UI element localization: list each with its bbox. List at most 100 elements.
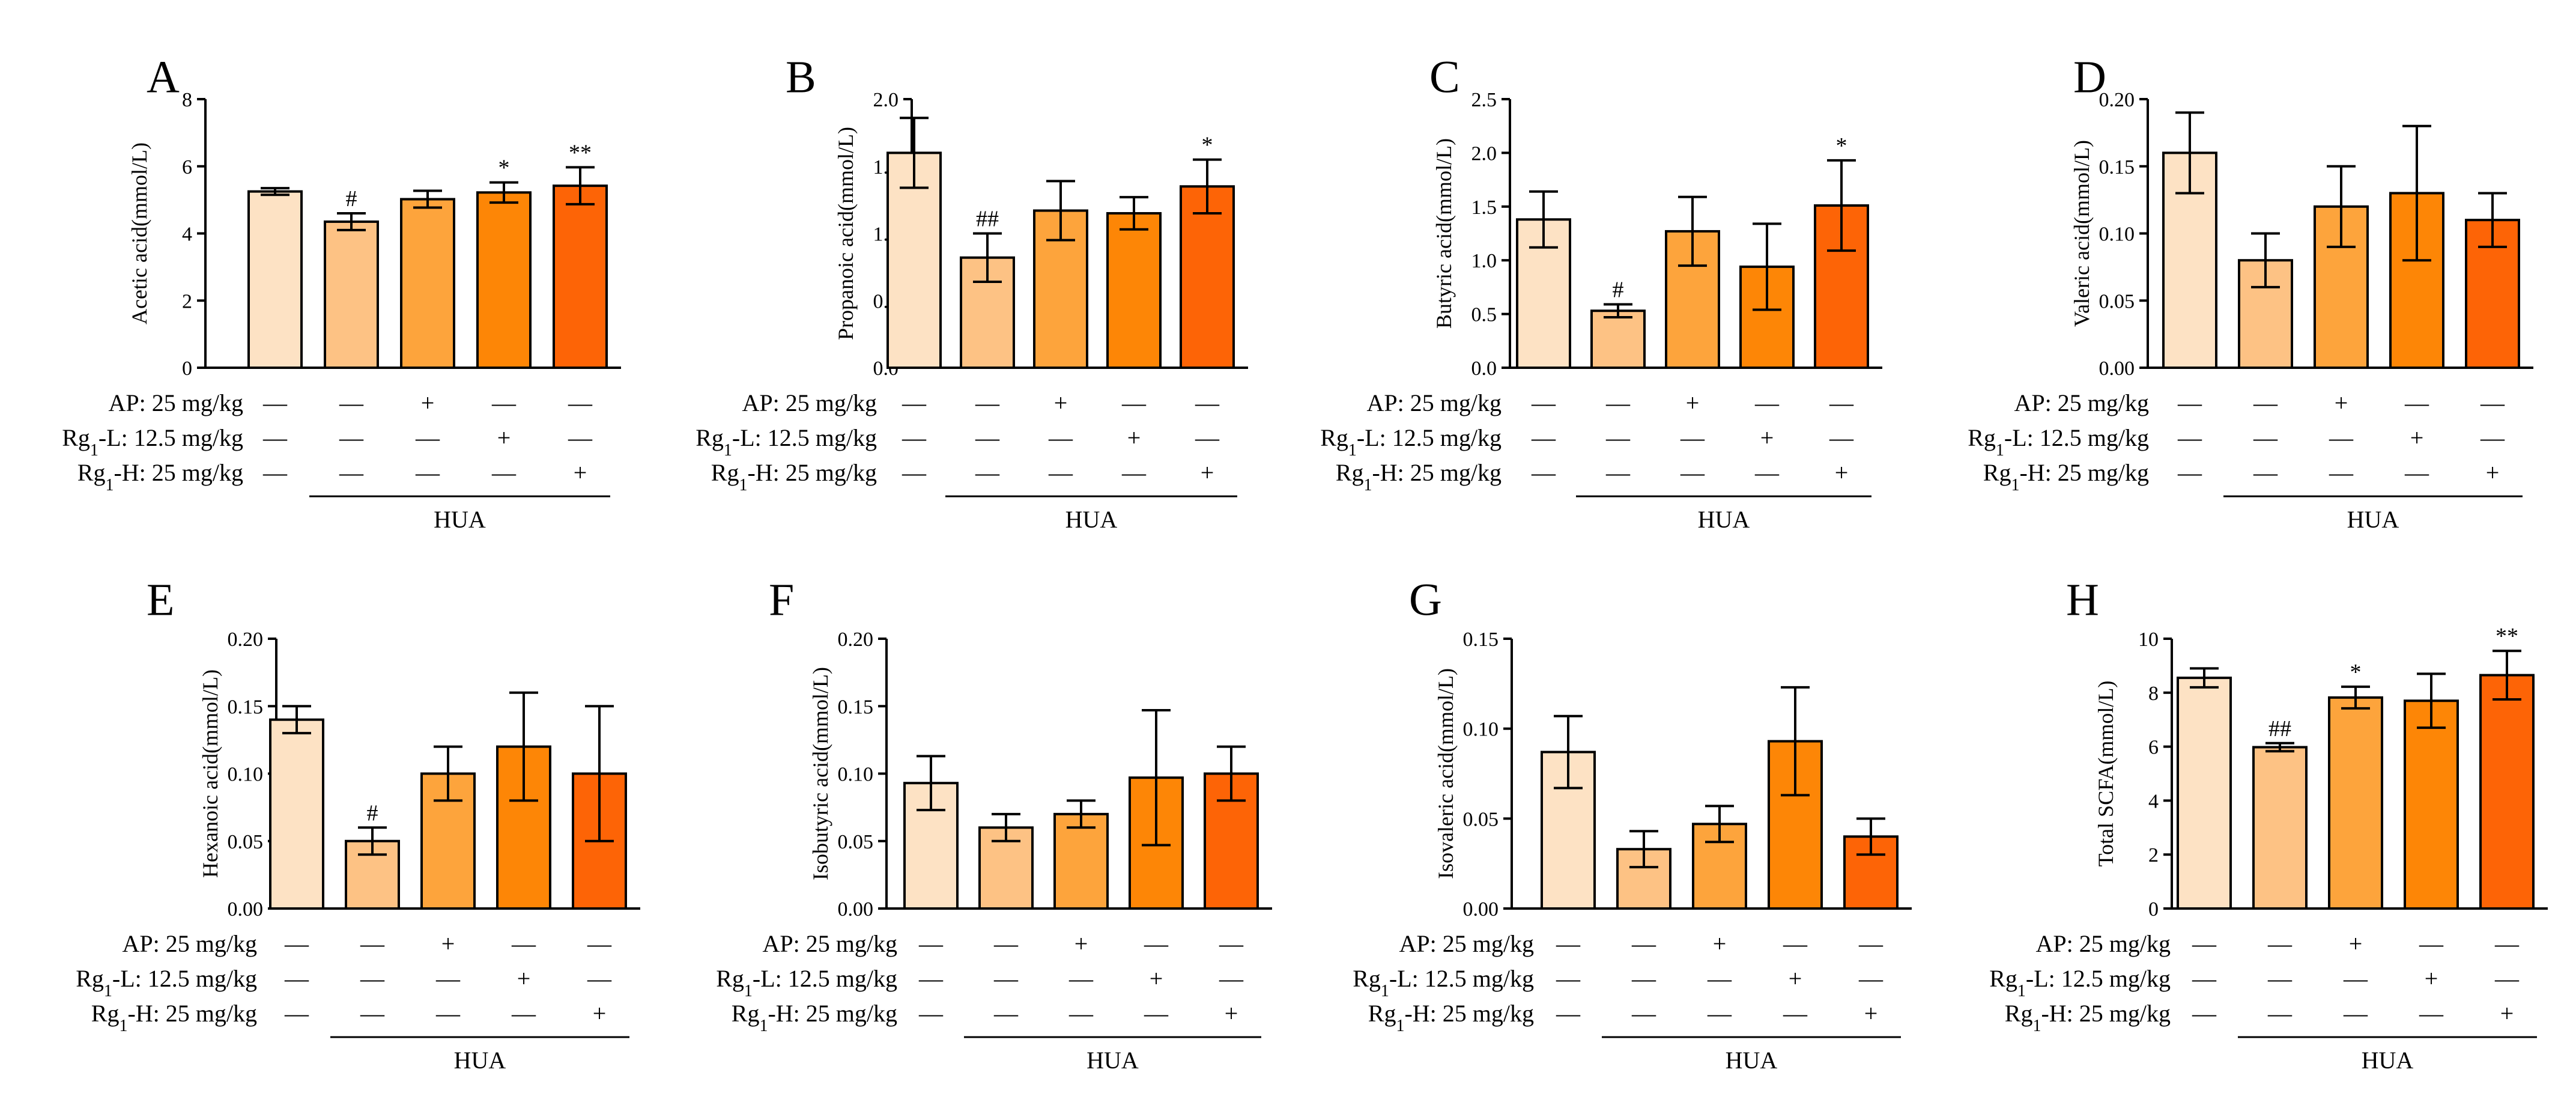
y-tick-label: 0.00 bbox=[1463, 898, 1499, 921]
treatment-sign: — bbox=[262, 424, 288, 451]
bar bbox=[420, 772, 476, 910]
bar bbox=[400, 198, 455, 369]
treatment-sign: + bbox=[2486, 459, 2500, 486]
treatment-sign: — bbox=[2329, 424, 2354, 451]
treatment-label: Rg1-L: 12.5 mg/kg bbox=[716, 965, 897, 1000]
treatment-sign: — bbox=[1631, 965, 1656, 992]
y-tick-label: 0.0 bbox=[1471, 358, 1497, 380]
treatment-sign: — bbox=[1754, 459, 1780, 486]
panel-letter: B bbox=[786, 52, 816, 103]
hua-label: HUA bbox=[2347, 506, 2399, 533]
treatment-sign: — bbox=[918, 1000, 944, 1027]
treatment-sign: — bbox=[1219, 965, 1244, 992]
treatment-sign: — bbox=[1121, 389, 1147, 416]
treatment-sign: + bbox=[1835, 459, 1849, 486]
significance-mark: # bbox=[1613, 278, 1624, 303]
y-tick-label: 0.15 bbox=[2099, 156, 2135, 178]
treatment-label: Rg1-L: 12.5 mg/kg bbox=[696, 424, 877, 460]
treatment-sign: — bbox=[568, 424, 593, 451]
treatment-sign: — bbox=[511, 1000, 536, 1027]
panel-letter: F bbox=[769, 575, 794, 626]
y-tick-label: 0.20 bbox=[228, 629, 264, 651]
treatment-sign: — bbox=[2192, 1000, 2217, 1027]
treatment-sign: — bbox=[1605, 389, 1631, 416]
treatment-label: Rg1-H: 25 mg/kg bbox=[2005, 1000, 2171, 1035]
treatment-sign: — bbox=[1531, 459, 1556, 486]
treatment-sign: — bbox=[1556, 930, 1581, 957]
treatment-sign: — bbox=[284, 1000, 309, 1027]
treatment-sign: + bbox=[1054, 389, 1068, 416]
treatment-sign: — bbox=[284, 930, 309, 957]
treatment-sign: — bbox=[1144, 1000, 1169, 1027]
treatment-sign: — bbox=[2480, 389, 2505, 416]
treatment-sign: — bbox=[435, 965, 461, 992]
y-tick-label: 0.15 bbox=[1463, 629, 1499, 651]
bar bbox=[324, 220, 379, 369]
y-axis-title: Total SCFA(mmol/L) bbox=[2094, 681, 2118, 867]
treatment-sign: — bbox=[1048, 424, 1073, 451]
treatment-label: Rg1-L: 12.5 mg/kg bbox=[1989, 965, 2171, 1000]
treatment-sign: — bbox=[902, 424, 927, 451]
y-tick-label: 2 bbox=[182, 290, 192, 312]
treatment-sign: — bbox=[262, 389, 288, 416]
treatment-sign: — bbox=[2404, 459, 2429, 486]
treatment-sign: — bbox=[2494, 930, 2520, 957]
y-tick-label: 4 bbox=[2148, 790, 2159, 812]
treatment-sign: — bbox=[491, 389, 517, 416]
panel-letter: H bbox=[2066, 575, 2099, 626]
treatment-label: AP: 25 mg/kg bbox=[2036, 930, 2171, 957]
treatment-sign: — bbox=[2267, 930, 2293, 957]
y-axis-title: Hexanoic acid(mmol/L) bbox=[198, 669, 222, 878]
treatment-sign: + bbox=[1201, 459, 1214, 486]
y-tick-label: 0.00 bbox=[838, 898, 874, 921]
y-tick-label: 4 bbox=[182, 224, 192, 246]
treatment-sign: + bbox=[1789, 965, 1802, 992]
bar bbox=[2252, 746, 2308, 910]
y-tick-label: 2.0 bbox=[1471, 142, 1497, 165]
hua-label: HUA bbox=[2362, 1047, 2414, 1074]
treatment-sign: — bbox=[587, 930, 612, 957]
treatment-sign: — bbox=[1605, 424, 1631, 451]
treatment-label: AP: 25 mg/kg bbox=[763, 930, 897, 957]
treatment-sign: — bbox=[339, 389, 364, 416]
hua-label: HUA bbox=[1086, 1047, 1139, 1074]
bar bbox=[1843, 835, 1899, 910]
treatment-sign: — bbox=[1858, 930, 1884, 957]
treatment-sign: — bbox=[1680, 459, 1705, 486]
treatment-sign: + bbox=[2410, 424, 2424, 451]
treatment-sign: — bbox=[415, 459, 440, 486]
panel-f: F 0.00 0.05 0.10 0.15 0.20 Isobutyric acid(mmo… bbox=[716, 575, 1272, 1074]
y-axis-title: Isobutyric acid(mmol/L) bbox=[808, 667, 832, 880]
treatment-label: Rg1-H: 25 mg/kg bbox=[732, 1000, 897, 1035]
y-tick-label: 0.20 bbox=[2099, 89, 2135, 111]
treatment-sign: — bbox=[360, 965, 385, 992]
treatment-sign: — bbox=[2192, 965, 2217, 992]
hua-label: HUA bbox=[1065, 506, 1118, 533]
panel-letter: A bbox=[147, 52, 180, 103]
treatment-label: AP: 25 mg/kg bbox=[1399, 930, 1534, 957]
y-tick-label: 0.05 bbox=[838, 831, 874, 853]
treatment-sign: — bbox=[1783, 930, 1808, 957]
treatment-label: AP: 25 mg/kg bbox=[1367, 389, 1502, 416]
treatment-sign: — bbox=[491, 459, 517, 486]
treatment-sign: — bbox=[587, 965, 612, 992]
y-tick-label: 0.05 bbox=[1463, 808, 1499, 830]
bar bbox=[247, 190, 303, 369]
treatment-label: Rg1-L: 12.5 mg/kg bbox=[1968, 424, 2149, 460]
y-tick-label: 1.0 bbox=[1471, 250, 1497, 272]
treatment-label: Rg1-L: 12.5 mg/kg bbox=[1320, 424, 1502, 460]
y-axis-title: Acetic acid(mmol/L) bbox=[127, 142, 151, 324]
y-tick-label: 0.00 bbox=[2099, 358, 2135, 380]
y-axis-title: Isovaleric acid(mmol/L) bbox=[1434, 668, 1458, 879]
significance-mark: # bbox=[346, 186, 357, 212]
y-tick-label: 1.5 bbox=[1471, 196, 1497, 219]
treatment-sign: — bbox=[1068, 1000, 1094, 1027]
treatment-sign: + bbox=[2500, 1000, 2514, 1027]
treatment-sign: — bbox=[993, 930, 1019, 957]
treatment-sign: — bbox=[2329, 459, 2354, 486]
bar bbox=[1033, 209, 1088, 369]
treatment-sign: + bbox=[1686, 389, 1700, 416]
y-tick-label: 8 bbox=[2148, 683, 2159, 705]
significance-mark: ** bbox=[2496, 624, 2518, 649]
